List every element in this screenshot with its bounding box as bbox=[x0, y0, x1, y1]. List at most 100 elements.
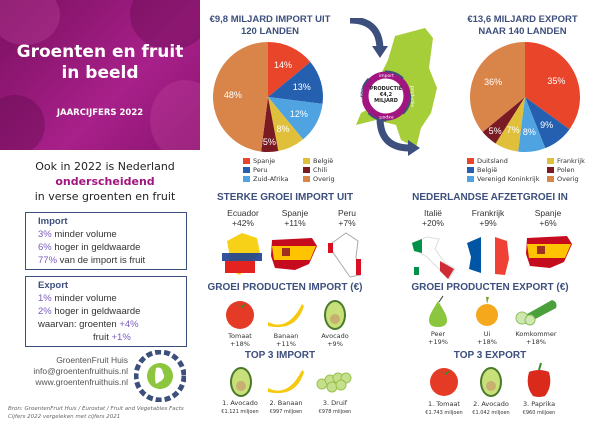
legend-swatch bbox=[243, 158, 250, 164]
import-stat: 77% van de import is fruit bbox=[38, 255, 146, 266]
top-export-1: 1. Tomaat €1.743 miljoen bbox=[425, 400, 463, 416]
export-arrow bbox=[376, 117, 411, 152]
pie-slice-overig bbox=[213, 42, 268, 152]
spain-export-flag-map bbox=[526, 236, 572, 268]
legend-swatch bbox=[243, 167, 250, 173]
product-peer: Peer +19% bbox=[428, 330, 448, 346]
legend-label: Overig bbox=[557, 175, 579, 183]
header-banner: Groenten en fruit in beeld JAARCIJFERS 20… bbox=[0, 0, 200, 150]
legend-label: Frankrijk bbox=[557, 157, 585, 165]
country-ecuador: Ecuador +42% bbox=[227, 208, 259, 228]
legend-swatch bbox=[467, 167, 474, 173]
pie-label: 36% bbox=[484, 77, 502, 87]
legend-item: Chili bbox=[303, 166, 353, 174]
france-flag-map bbox=[467, 233, 509, 275]
product-avocado: Avocado +9% bbox=[321, 332, 349, 348]
country-spanje-export: Spanje +6% bbox=[534, 208, 562, 228]
export-box: Export 1% minder volume 2% hoger in geld… bbox=[25, 276, 187, 347]
pie-label: 8% bbox=[276, 124, 289, 134]
pie-label: 7% bbox=[507, 125, 520, 135]
pie-label: 14% bbox=[274, 60, 292, 70]
export-stat: fruit +1% bbox=[93, 332, 131, 343]
export-pie-chart: 35% 9% 8%7% 5% 36% bbox=[470, 42, 580, 152]
export-pie-title: €13,6 MILJARD EXPORT NAAR 140 LANDEN bbox=[467, 14, 578, 37]
legend-label: Spanje bbox=[253, 157, 276, 165]
legend-label: België bbox=[313, 157, 334, 165]
legend-swatch bbox=[303, 167, 310, 173]
pie-label: 5% bbox=[489, 126, 502, 136]
intro-line3: in verse groenten en fruit bbox=[34, 190, 176, 203]
vegetable-image bbox=[0, 95, 45, 150]
top-export-2: 2. Avocado €1.042 miljoen bbox=[472, 400, 510, 416]
growth-export-title: NEDERLANDSE AFZETGROEI IN bbox=[412, 192, 568, 203]
website-link[interactable]: www.groentenfruithuis.nl bbox=[35, 377, 128, 387]
ring-label-productie: productie bbox=[409, 85, 415, 108]
legend-item: Frankrijk bbox=[547, 157, 597, 165]
pie-slice-peru bbox=[268, 61, 323, 104]
legend-label: Chili bbox=[313, 166, 328, 174]
country-peru: Peru +7% bbox=[338, 208, 356, 228]
avocado-icon bbox=[480, 367, 502, 397]
source-note: Bron: GroentenFruit Huis / Eurostat / Fr… bbox=[8, 406, 184, 420]
top-export-3: 3. Paprika €960 miljoen bbox=[522, 400, 556, 416]
pie-label: 9% bbox=[540, 120, 553, 130]
legend-item: Overig bbox=[303, 175, 353, 183]
legend-item: Peru bbox=[243, 166, 303, 174]
banana-icon bbox=[268, 304, 304, 328]
pie-label: 8% bbox=[523, 127, 536, 137]
product-tomaat: Tomaat +18% bbox=[228, 332, 252, 348]
legend-swatch bbox=[303, 176, 310, 182]
legend-item: Duitsland bbox=[467, 157, 547, 165]
email-link[interactable]: info@groentenfruithuis.nl bbox=[33, 366, 128, 376]
legend-item: Overig bbox=[547, 175, 597, 183]
legend-item: België bbox=[303, 157, 353, 165]
production-label: PRODUCTIE €4,2 MILJARD bbox=[369, 86, 403, 104]
import-stat: 6% hoger in geldwaarde bbox=[38, 242, 141, 253]
export-legend: Duitsland Frankrijk België Polen Verenigd Ko… bbox=[467, 157, 597, 183]
import-stat: 3% minder volume bbox=[38, 229, 117, 240]
arrow-head-icon bbox=[408, 140, 420, 156]
pie-label: 48% bbox=[224, 90, 242, 100]
pie-slice-belgi- bbox=[525, 97, 570, 149]
legend-swatch bbox=[547, 167, 554, 173]
pie-slice-polen bbox=[482, 97, 525, 144]
pie-label: 13% bbox=[293, 82, 311, 92]
pie-slice-verenigd-koninkrijk bbox=[518, 97, 546, 152]
import-arrow bbox=[349, 18, 384, 51]
tomato-icon bbox=[226, 301, 254, 329]
pie-slice-frankrijk bbox=[495, 97, 525, 152]
pear-icon bbox=[429, 295, 447, 327]
legend-label: Polen bbox=[557, 166, 575, 174]
pie-label: 12% bbox=[290, 109, 308, 119]
legend-swatch bbox=[243, 176, 250, 182]
legend-item: Spanje bbox=[243, 157, 303, 165]
avocado-icon bbox=[324, 300, 346, 330]
ring-label-import: import bbox=[379, 74, 394, 79]
import-box-title: Import bbox=[38, 216, 68, 227]
ring-label-doorvoer: doorvoer bbox=[359, 86, 365, 107]
prod-import-title: GROEI PRODUCTEN IMPORT (€) bbox=[207, 282, 363, 293]
export-stat: waarvan: groenten +4% bbox=[38, 319, 139, 330]
pie-slice-overig bbox=[470, 42, 525, 133]
import-box: Import 3% minder volume 6% hoger in geld… bbox=[25, 212, 187, 270]
top-export-title: TOP 3 EXPORT bbox=[453, 350, 527, 361]
product-ui: Ui +18% bbox=[477, 330, 497, 346]
intro-line1: Ook in 2022 is Nederland bbox=[35, 160, 175, 173]
import-pie-chart: 14% 13% 12%8%5% 48% bbox=[213, 42, 323, 152]
legend-swatch bbox=[547, 158, 554, 164]
banana-icon bbox=[268, 370, 304, 394]
legend-swatch bbox=[467, 158, 474, 164]
legend-item: België bbox=[467, 166, 547, 174]
top-import-title: TOP 3 IMPORT bbox=[244, 350, 316, 361]
import-pie-title: €9,8 MILJARD IMPORT UIT 120 LANDEN bbox=[209, 14, 331, 37]
vegetable-image bbox=[0, 0, 60, 45]
tomato-icon bbox=[430, 368, 458, 396]
groentenfruithuis-logo bbox=[134, 350, 186, 402]
peru-flag-map bbox=[328, 232, 361, 278]
product-komkommer: Komkommer +18% bbox=[515, 330, 557, 346]
ring-label-export: export bbox=[379, 114, 394, 119]
avocado-icon bbox=[230, 367, 252, 397]
legend-label: Overig bbox=[313, 175, 335, 183]
pie-slice-duitsland bbox=[525, 42, 580, 130]
netherlands-map bbox=[349, 18, 437, 156]
